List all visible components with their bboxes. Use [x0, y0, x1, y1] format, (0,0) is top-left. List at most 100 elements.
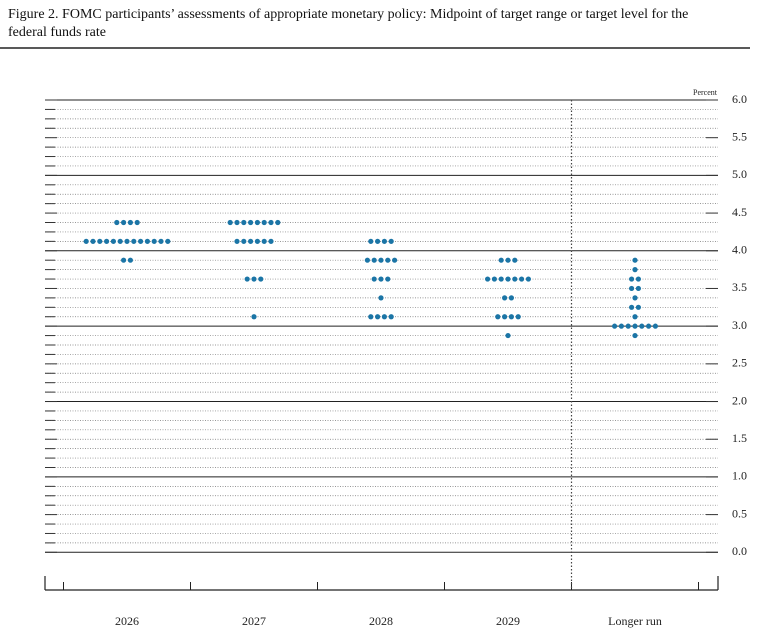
dot	[381, 238, 387, 244]
dot	[227, 219, 233, 226]
dot	[635, 304, 642, 310]
dot	[368, 238, 374, 244]
dot	[625, 323, 631, 329]
dot	[165, 238, 171, 244]
dot	[612, 323, 618, 329]
dot	[251, 314, 257, 320]
chart-title: Figure 2. FOMC participants’ assessments…	[8, 7, 689, 40]
y-tick-label: 3.0	[732, 318, 747, 332]
dot	[508, 314, 514, 320]
dot	[151, 238, 157, 244]
dot	[138, 238, 144, 244]
dot	[378, 257, 384, 263]
dot	[385, 257, 391, 263]
dot	[90, 238, 96, 244]
dot	[632, 323, 638, 329]
dot	[114, 219, 120, 226]
dot	[121, 257, 127, 263]
dot	[258, 276, 264, 282]
dot	[505, 332, 511, 339]
dot	[378, 276, 384, 282]
dot	[248, 238, 254, 244]
dot	[371, 276, 377, 282]
y-tick-label: 0.5	[732, 506, 747, 520]
dot	[127, 219, 133, 226]
dot	[244, 276, 250, 282]
dot	[388, 238, 394, 244]
x-tick-label: 2026	[115, 614, 139, 628]
dot	[261, 238, 267, 244]
dot	[241, 219, 247, 226]
dot	[110, 238, 116, 244]
x-tick-label: 2027	[242, 614, 266, 628]
dot	[639, 323, 645, 329]
dot	[635, 276, 642, 282]
dot	[392, 257, 398, 263]
y-tick-label: 6.0	[732, 92, 747, 106]
dot	[127, 257, 133, 263]
dot	[241, 238, 247, 244]
dot	[251, 276, 257, 282]
y-tick-label: 1.5	[732, 431, 747, 445]
dot	[104, 238, 110, 244]
dot	[375, 238, 381, 244]
dot	[618, 323, 625, 329]
dot	[646, 323, 652, 329]
dot	[248, 219, 254, 226]
dot	[629, 285, 635, 292]
dot	[635, 285, 642, 292]
dot	[261, 219, 267, 226]
dot	[385, 276, 391, 282]
dot	[505, 257, 511, 263]
dot	[121, 219, 127, 226]
dot	[629, 304, 635, 310]
x-tick-label: Longer run	[608, 614, 662, 628]
dot	[498, 257, 504, 263]
dot	[632, 257, 638, 263]
dot	[632, 267, 638, 273]
dot	[117, 238, 123, 244]
dot	[381, 314, 387, 320]
y-axis-label: Percent	[693, 88, 718, 97]
dot	[268, 238, 274, 244]
x-tick-label: 2029	[496, 614, 520, 628]
dot	[234, 238, 240, 244]
dot	[502, 314, 508, 320]
dot	[368, 314, 374, 320]
dot	[495, 314, 501, 320]
dot	[388, 314, 394, 320]
dot	[254, 238, 260, 244]
dot	[268, 219, 274, 226]
dot	[371, 257, 377, 263]
y-tick-label: 3.5	[732, 280, 747, 294]
y-tick-label: 1.0	[732, 469, 747, 483]
dot	[632, 314, 638, 320]
x-tick-label: 2028	[369, 614, 393, 628]
dot	[83, 238, 89, 244]
dot	[632, 295, 638, 301]
dot	[498, 276, 504, 282]
y-tick-label: 2.0	[732, 393, 747, 407]
dot	[508, 295, 514, 301]
y-tick-label: 4.0	[732, 243, 747, 257]
dot	[134, 219, 140, 226]
y-tick-label: 0.0	[732, 544, 747, 558]
dot	[254, 219, 260, 226]
dot	[375, 314, 381, 320]
dot	[525, 276, 532, 282]
dot	[234, 219, 240, 226]
dot	[515, 314, 521, 320]
dot	[131, 238, 137, 244]
dot	[275, 219, 281, 226]
y-tick-label: 5.5	[732, 129, 747, 143]
dot	[364, 257, 370, 263]
y-tick-label: 4.5	[732, 205, 747, 219]
dot	[97, 238, 103, 244]
dot	[512, 276, 518, 282]
dot	[124, 238, 130, 244]
dot	[629, 276, 635, 282]
y-tick-label: 5.0	[732, 167, 747, 181]
dot	[378, 295, 384, 301]
